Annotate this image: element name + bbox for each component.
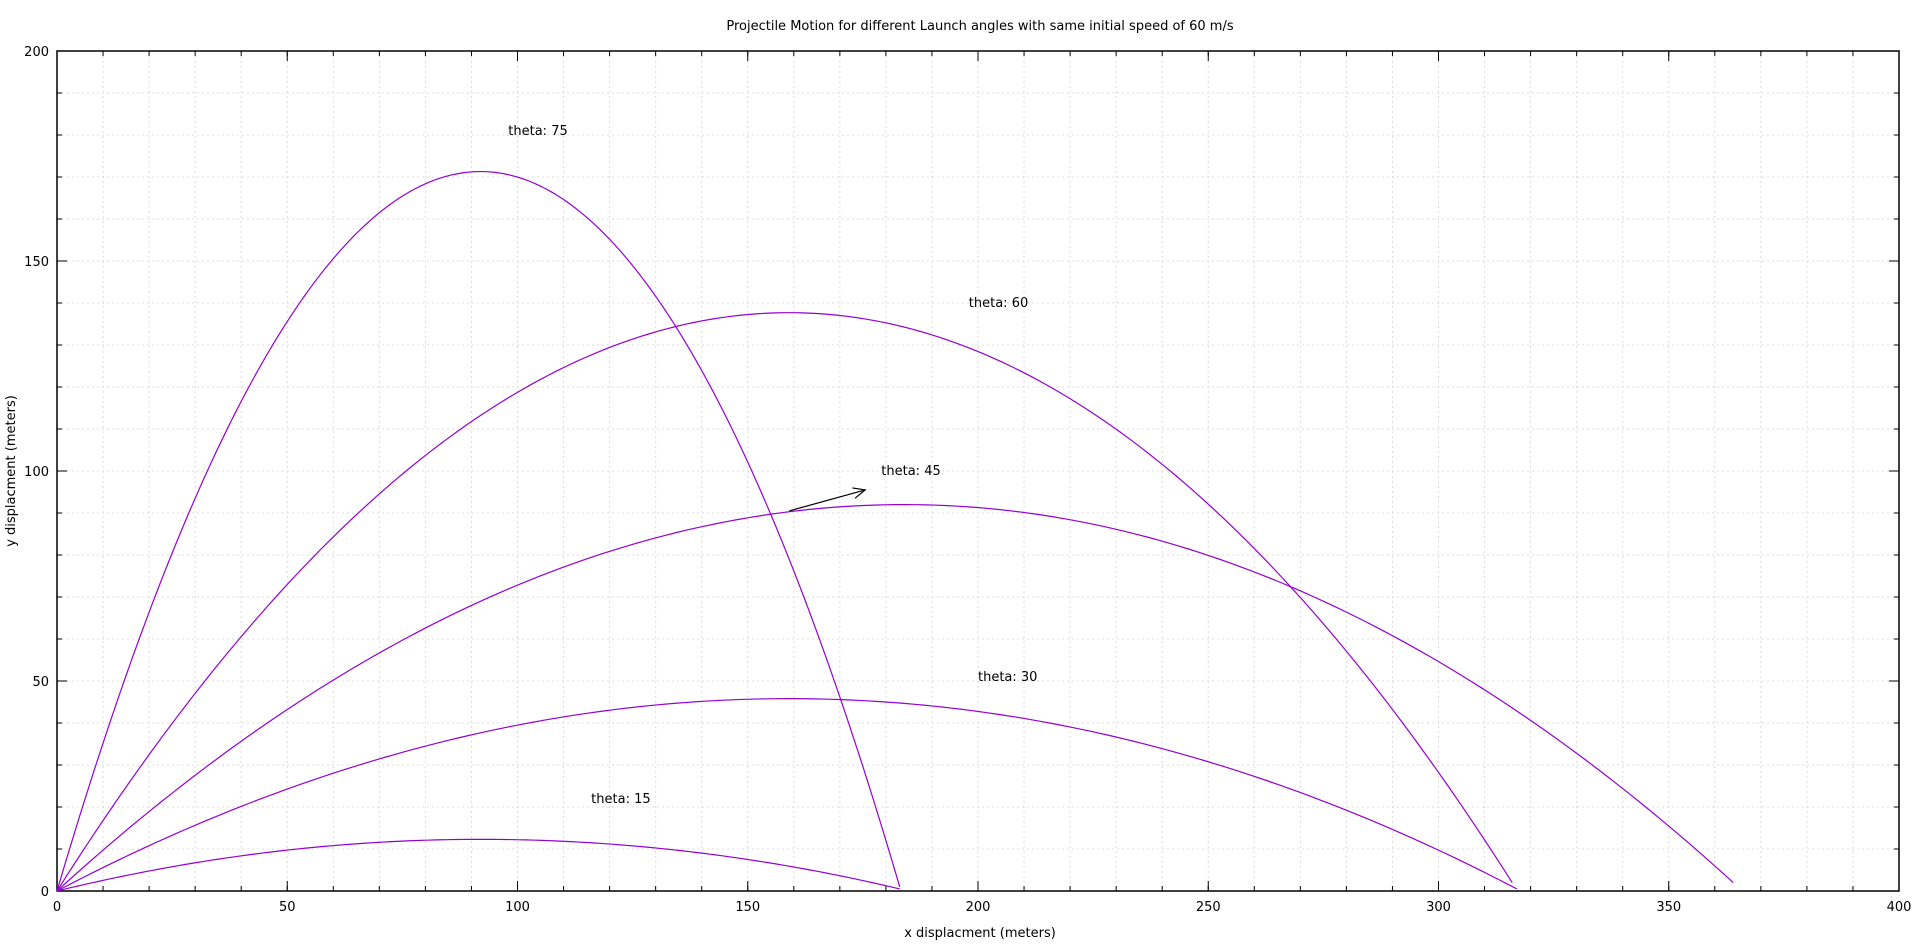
y-tick-label: 0 — [41, 885, 49, 900]
series-annotation: theta: 30 — [978, 670, 1037, 685]
x-tick-label: 200 — [966, 900, 991, 915]
axis-ticks: 0 50 100 150 200 250 300 350 400 0 50 100 150 200 — [24, 45, 1911, 915]
y-tick-label: 50 — [32, 675, 49, 690]
x-tick-label: 350 — [1656, 900, 1681, 915]
x-tick-label: 250 — [1196, 900, 1221, 915]
trajectory-15 — [56, 838, 900, 892]
y-tick-label: 100 — [24, 465, 49, 480]
arrow-annotation — [789, 487, 867, 512]
series-annotation: theta: 45 — [881, 464, 940, 479]
chart-title: Projectile Motion for different Launch a… — [726, 19, 1233, 34]
x-tick-label: 150 — [735, 900, 760, 915]
plot-frame — [56, 50, 1900, 892]
arrow-shaft — [789, 489, 866, 512]
arrow-head — [852, 487, 867, 499]
x-tick-label: 100 — [505, 900, 530, 915]
series-annotation: theta: 75 — [508, 124, 567, 139]
trajectory-60 — [56, 312, 1513, 892]
series-lines — [56, 170, 1734, 892]
y-tick-label: 200 — [24, 45, 49, 60]
x-axis-label: x displacment (meters) — [904, 926, 1056, 941]
x-tick-label: 300 — [1426, 900, 1451, 915]
trajectory-75 — [56, 170, 901, 892]
x-tick-label: 400 — [1887, 900, 1912, 915]
grid — [57, 51, 1899, 891]
series-annotation: theta: 60 — [969, 296, 1028, 311]
y-axis-label: y displacment (meters) — [4, 395, 19, 547]
series-annotation: theta: 15 — [591, 792, 650, 807]
annotations: theta: 75 theta: 60 theta: 45 theta: 30 thet… — [508, 124, 1037, 807]
x-tick-label: 0 — [53, 900, 61, 915]
trajectory-45 — [56, 503, 1734, 892]
y-tick-label: 150 — [24, 255, 49, 270]
trajectory-30 — [56, 698, 1518, 892]
x-tick-label: 50 — [279, 900, 296, 915]
